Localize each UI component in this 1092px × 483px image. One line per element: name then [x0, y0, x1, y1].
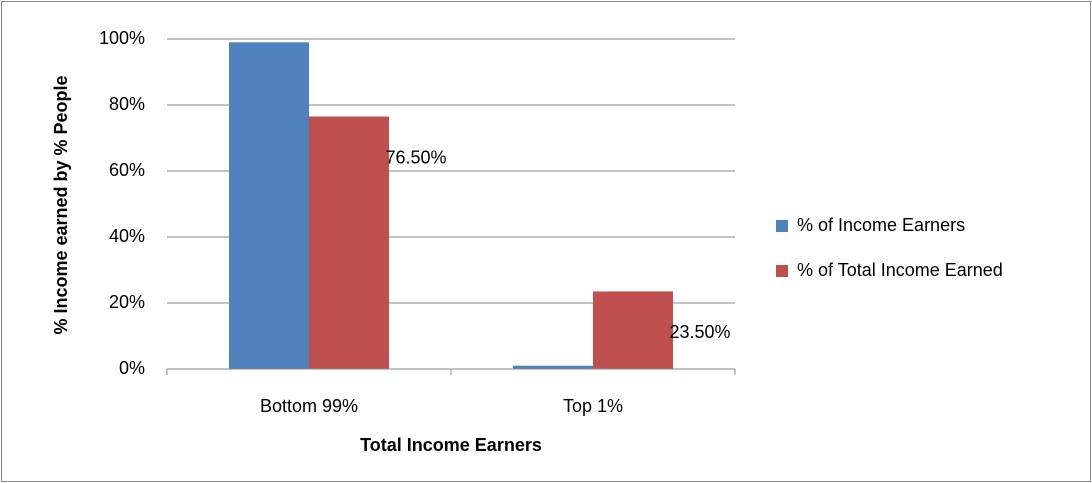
legend-label: % of Total Income Earned	[797, 260, 1003, 280]
bar	[513, 365, 593, 369]
y-tick-label: 0%	[119, 358, 145, 378]
x-axis-title: Total Income Earners	[360, 435, 542, 455]
y-axis-title: % Income earned by % People	[51, 75, 71, 334]
data-label: 23.50%	[669, 322, 730, 342]
x-tick-label: Top 1%	[563, 396, 623, 416]
legend-swatch	[776, 265, 788, 277]
bar	[229, 42, 309, 370]
bar	[309, 116, 389, 369]
bar	[593, 291, 673, 369]
legend-swatch	[776, 220, 788, 232]
y-tick-label: 40%	[109, 226, 145, 246]
y-tick-label: 20%	[109, 292, 145, 312]
x-tick-label: Bottom 99%	[260, 396, 358, 416]
y-tick-label: 80%	[109, 94, 145, 114]
data-label: 76.50%	[385, 147, 446, 167]
y-tick-label: 100%	[99, 28, 145, 48]
y-tick-label: 60%	[109, 160, 145, 180]
legend-label: % of Income Earners	[797, 215, 965, 235]
